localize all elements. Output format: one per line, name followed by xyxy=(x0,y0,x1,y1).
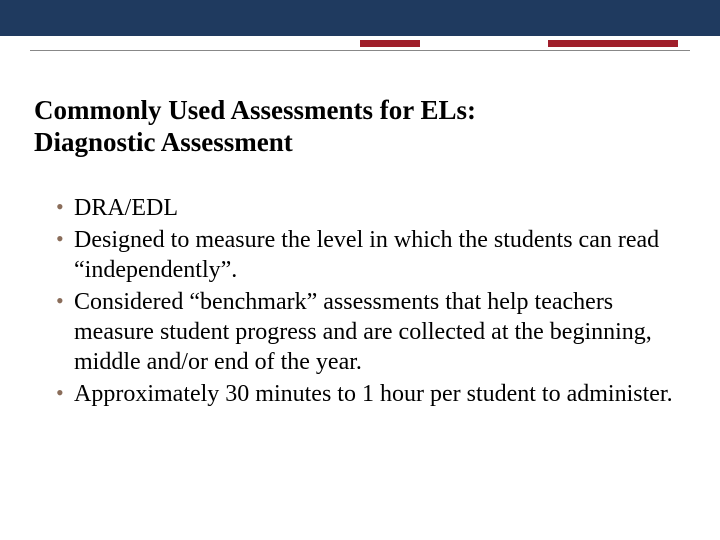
header-bar xyxy=(0,0,720,36)
slide-title: Commonly Used Assessments for ELs: Diagn… xyxy=(34,94,686,159)
divider-line xyxy=(30,50,690,51)
list-item: Considered “benchmark” assessments that … xyxy=(56,287,686,377)
list-item: Designed to measure the level in which t… xyxy=(56,225,686,285)
bullet-list: DRA/EDL Designed to measure the level in… xyxy=(34,193,686,409)
list-item: DRA/EDL xyxy=(56,193,686,223)
accent-line-right xyxy=(548,40,678,47)
accent-line-left xyxy=(360,40,420,47)
title-line-2: Diagnostic Assessment xyxy=(34,127,293,157)
slide-content: Commonly Used Assessments for ELs: Diagn… xyxy=(0,36,720,409)
title-line-1: Commonly Used Assessments for ELs: xyxy=(34,95,476,125)
list-item: Approximately 30 minutes to 1 hour per s… xyxy=(56,379,686,409)
